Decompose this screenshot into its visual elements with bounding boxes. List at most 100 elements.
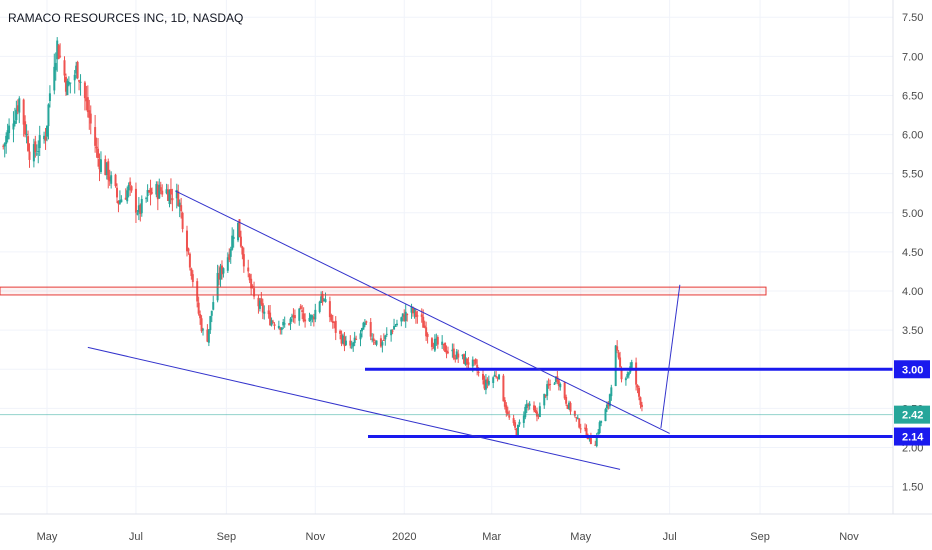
candle-up <box>451 349 454 352</box>
candle-down <box>565 396 568 404</box>
candle-up <box>168 190 171 204</box>
candle-down <box>444 342 447 352</box>
candle-down <box>374 342 377 344</box>
candle-up <box>73 74 76 81</box>
candle-down <box>190 268 193 276</box>
candle-down <box>169 188 172 195</box>
y-tick-label: 6.50 <box>902 90 923 102</box>
time-axis[interactable]: May Jul Sep Nov 2020 Mar May Jul Sep Nov <box>37 531 860 543</box>
candle-up <box>43 135 46 140</box>
candle-down <box>584 427 587 429</box>
candle-down <box>312 317 315 320</box>
candle-up <box>263 311 266 314</box>
candle-up <box>624 378 627 381</box>
x-tick-label: Nov <box>306 531 326 543</box>
candle-down <box>483 380 486 389</box>
candle-down <box>260 298 263 305</box>
x-tick-label: Nov <box>839 531 859 543</box>
candle-down <box>330 314 333 321</box>
price-label-text: 3.00 <box>902 364 923 376</box>
candle-down <box>95 146 98 149</box>
candle-up <box>471 359 474 367</box>
candle-down <box>114 174 117 186</box>
candle-down <box>177 191 180 206</box>
candle-up <box>178 202 181 207</box>
candle-up <box>212 302 215 310</box>
candle-down <box>27 136 30 151</box>
candle-down <box>534 410 537 412</box>
x-tick-label: Mar <box>482 531 501 543</box>
candle-down <box>86 97 89 113</box>
candle-down <box>495 376 498 378</box>
candle-down <box>445 350 448 354</box>
candle-down <box>454 358 457 360</box>
candle-down <box>292 315 295 318</box>
candle-up <box>464 357 467 365</box>
candle-up <box>538 406 541 418</box>
candle-down <box>514 422 517 428</box>
candle-down <box>24 121 27 135</box>
x-tick-label: 2020 <box>392 531 416 543</box>
candle-down <box>250 278 253 289</box>
trendline-2 <box>87 346 621 470</box>
candle-down <box>422 316 425 328</box>
candle-down <box>171 198 174 201</box>
candle-up <box>487 380 490 385</box>
candle-down <box>502 375 505 402</box>
candle-up <box>120 199 123 203</box>
candle-down <box>425 327 428 337</box>
candle-up <box>559 383 562 388</box>
candle-down <box>506 411 509 415</box>
candle-up <box>105 162 108 175</box>
candle-down <box>321 293 324 303</box>
y-tick-label: 6.00 <box>902 130 923 142</box>
candle-up <box>48 93 51 102</box>
candle-up <box>137 205 140 213</box>
candle-down <box>585 428 588 438</box>
candle-down <box>78 80 81 82</box>
candle-up <box>522 415 525 423</box>
candle-down <box>57 45 60 59</box>
x-tick-label: May <box>37 531 58 543</box>
candle-up <box>5 135 8 144</box>
candle-up <box>610 387 613 397</box>
candle-down <box>228 254 231 260</box>
candle-down <box>420 314 423 317</box>
candle-up <box>385 333 388 335</box>
price-label-text: 2.14 <box>902 432 924 444</box>
candle-down <box>64 76 67 92</box>
candle-up <box>554 376 557 383</box>
candle-down <box>242 254 245 267</box>
candle-down <box>107 161 110 180</box>
candle-down <box>181 212 184 230</box>
candle-up <box>32 144 35 162</box>
candle-down <box>465 358 468 364</box>
price-labels: 3.00 2.42 2.14 <box>894 360 930 446</box>
candle-down <box>426 333 429 337</box>
candle-down <box>636 385 639 388</box>
candle-down <box>220 265 223 275</box>
candle-down <box>403 314 406 321</box>
candle-down <box>167 189 170 201</box>
candle-down <box>549 383 552 385</box>
candle-down <box>89 113 92 124</box>
candle-down <box>180 205 183 212</box>
resistance-zone <box>0 286 767 296</box>
candle-up <box>353 337 356 344</box>
candle-down <box>139 204 142 214</box>
candle-down <box>533 405 536 411</box>
candle-up <box>209 316 212 331</box>
candle-down <box>579 428 582 430</box>
candle-down <box>638 387 641 397</box>
drawing-annotations[interactable] <box>0 190 893 470</box>
candle-down <box>527 405 530 407</box>
candle-down <box>569 402 572 412</box>
candle-up <box>600 420 603 423</box>
candle-up <box>56 40 59 60</box>
candle-down <box>115 187 118 198</box>
candle-down <box>333 322 336 324</box>
y-tick-label: 7.00 <box>902 51 923 63</box>
y-tick-label: 5.00 <box>902 208 923 220</box>
